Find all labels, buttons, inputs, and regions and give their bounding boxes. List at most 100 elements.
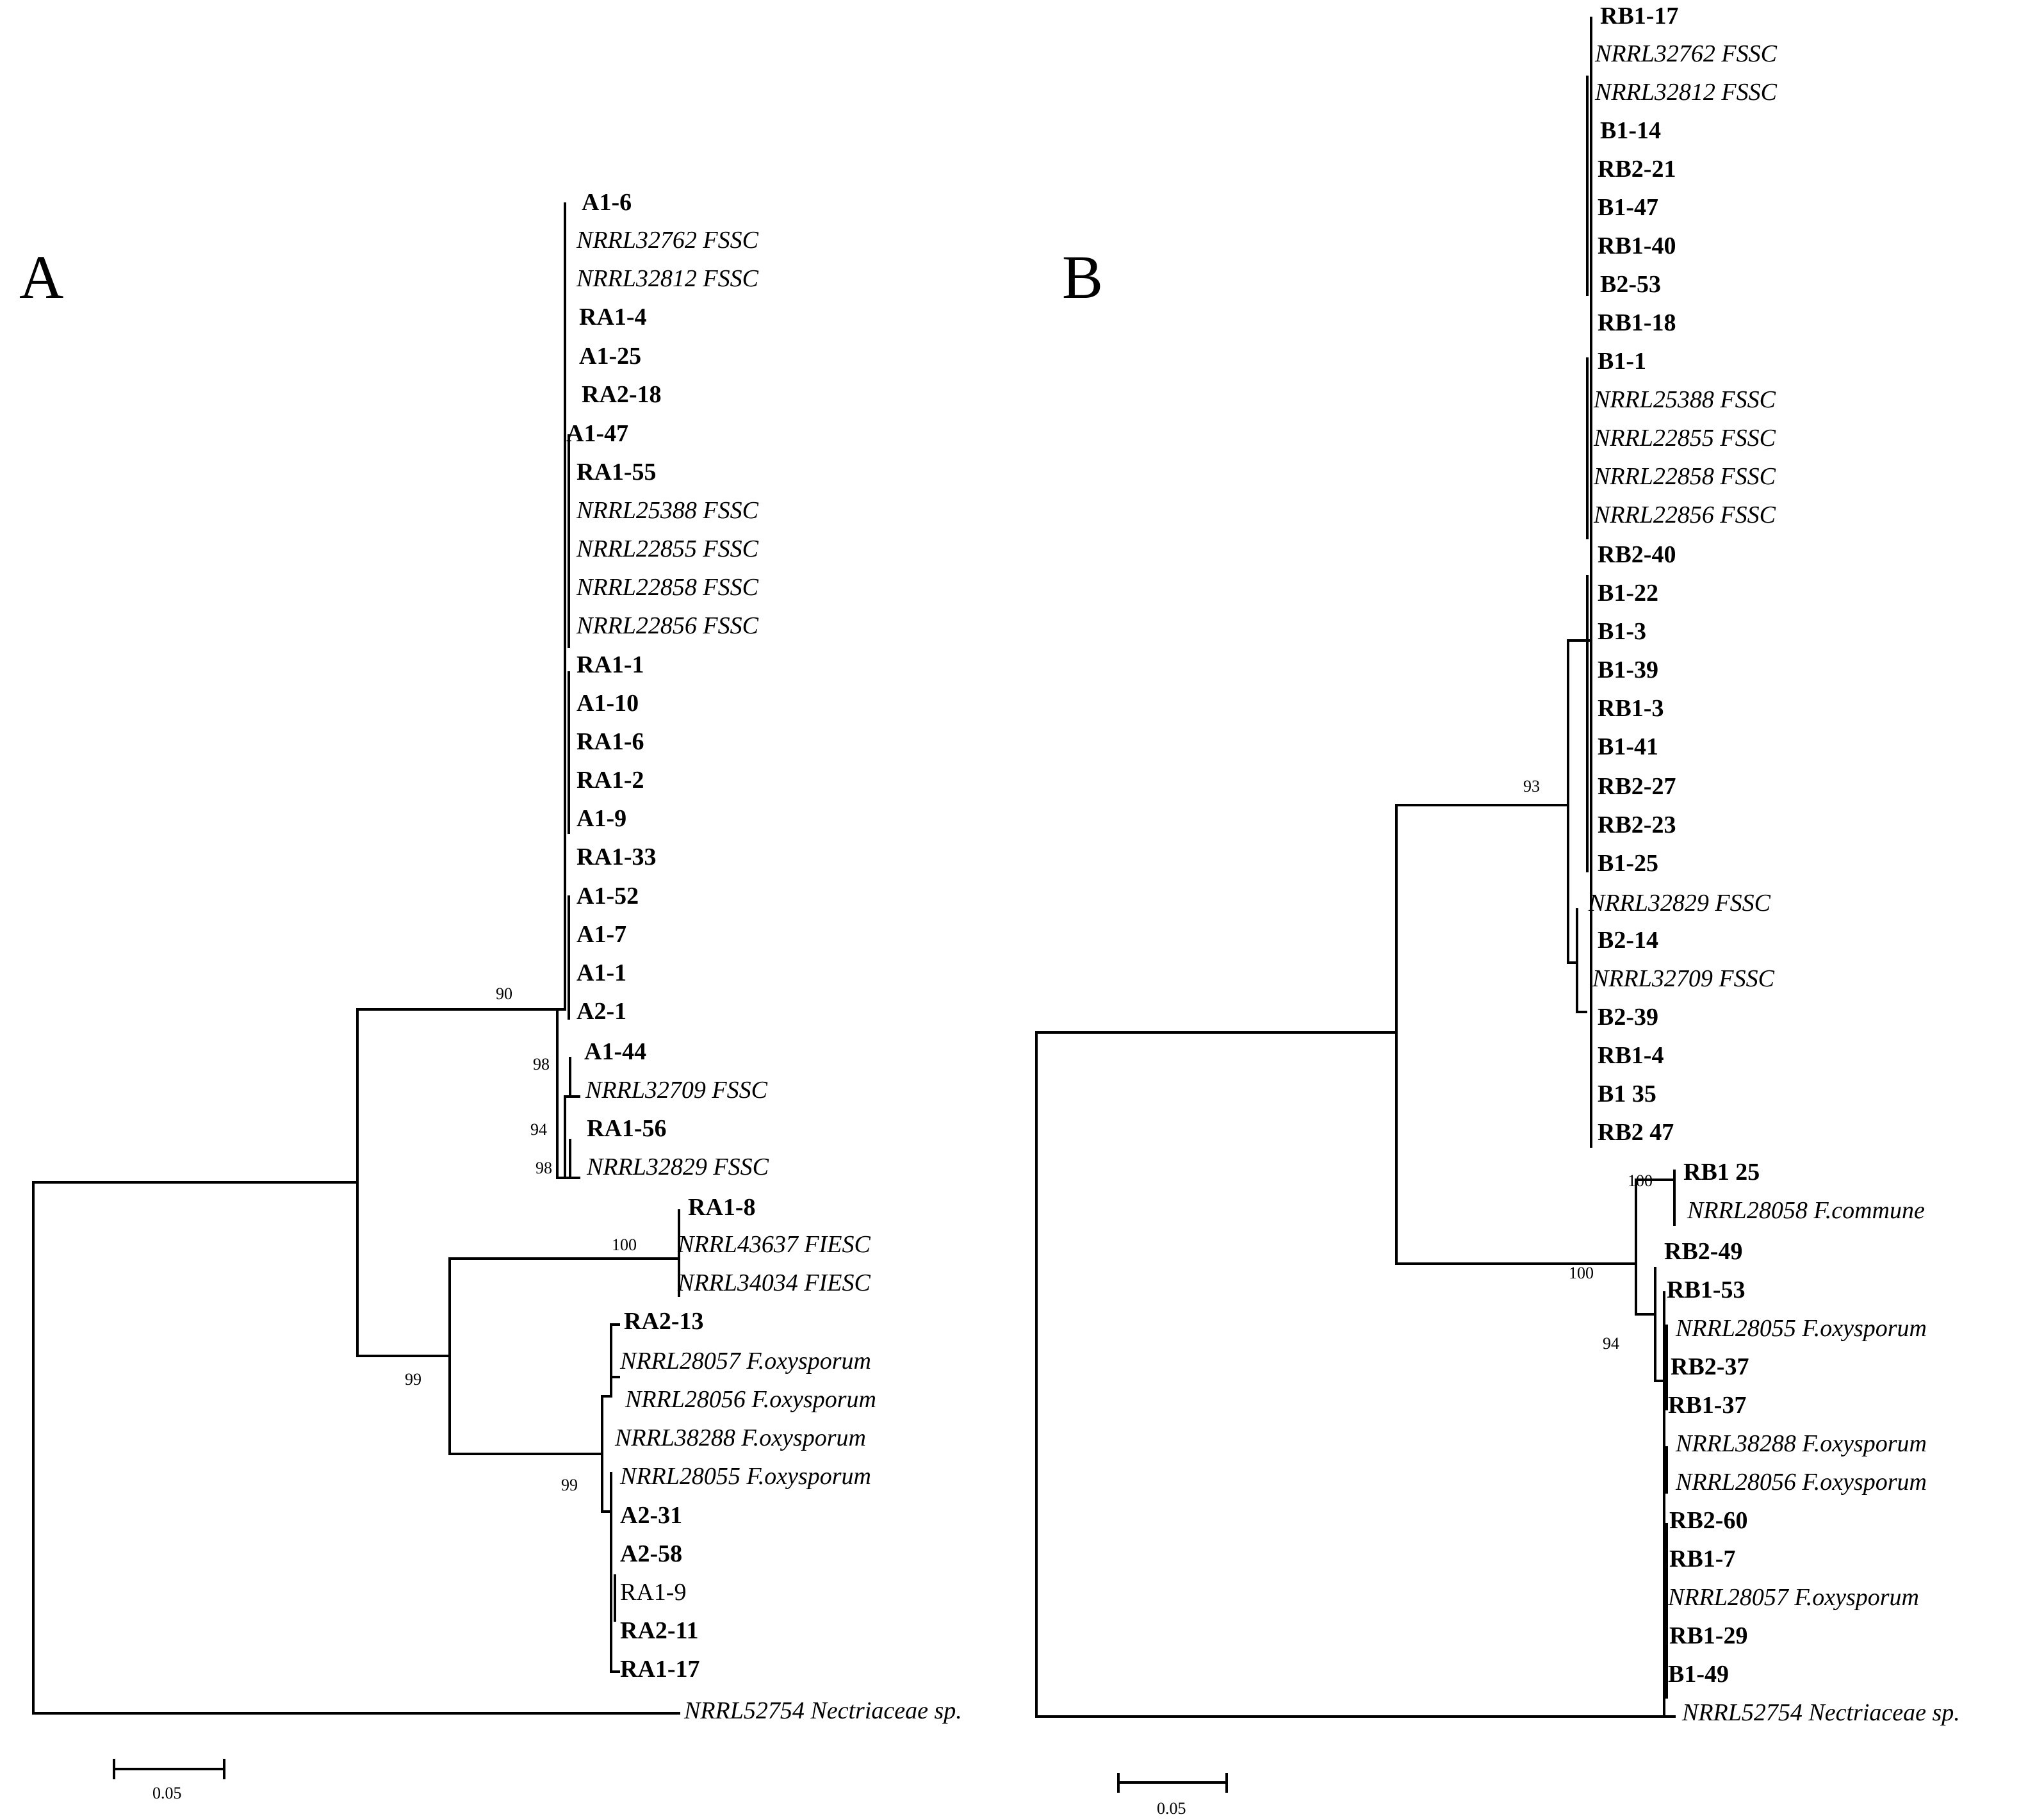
- tree-branch: [32, 1181, 680, 1715]
- leaf-label: B2-39: [1598, 1004, 1658, 1031]
- leaf-label: RA1-17: [620, 1656, 700, 1683]
- panel-a-scale-bar: 0.05: [113, 1759, 225, 1802]
- leaf-label: A2-31: [620, 1502, 682, 1529]
- leaf-label: NRRL32762 FSSC: [1594, 40, 1778, 67]
- leaf-label: RB1-37: [1668, 1392, 1746, 1419]
- leaf-label: B1-47: [1598, 194, 1658, 221]
- leaf-label: NRRL32829 FSSC: [586, 1154, 769, 1180]
- bootstrap-value: 98: [533, 1055, 550, 1073]
- leaf-label: A1-44: [584, 1038, 646, 1065]
- leaf-label: RB1-3: [1598, 695, 1664, 722]
- panel-b-bootstrap-values: 93 100 100 94: [1523, 777, 1653, 1353]
- leaf-label: NRRL28055 F.oxysporum: [619, 1463, 871, 1490]
- leaf-label: RB1-18: [1598, 309, 1676, 336]
- tree-branch: [556, 1008, 566, 1179]
- panel-a-label: A: [19, 243, 63, 311]
- panel-a-branches: [32, 202, 680, 1715]
- leaf-label: RB2-37: [1671, 1353, 1749, 1380]
- leaf-label: A1-52: [576, 883, 639, 910]
- bootstrap-value: 100: [1569, 1264, 1594, 1282]
- tree-branch: [569, 1057, 580, 1098]
- leaf-label: A2-1: [576, 998, 626, 1025]
- leaf-label: NRRL25388 FSSC: [1593, 386, 1776, 413]
- leaf-label: RB2 47: [1598, 1119, 1674, 1146]
- leaf-label: B1-49: [1668, 1661, 1729, 1688]
- leaf-label: A1-9: [576, 805, 626, 832]
- leaf-label: RA1-2: [576, 767, 644, 794]
- leaf-label: RB2-60: [1669, 1507, 1747, 1534]
- panel-a-leaf-labels: A1-6 NRRL32762 FSSC NRRL32812 FSSC RA1-4 A1-…: [566, 189, 962, 1724]
- leaf-label: RB2-49: [1664, 1238, 1742, 1265]
- leaf-label: RA1-55: [576, 459, 657, 485]
- leaf-label: RB1-29: [1669, 1622, 1747, 1649]
- leaf-label: NRRL32709 FSSC: [585, 1077, 768, 1104]
- leaf-label: RA2-13: [624, 1308, 704, 1335]
- leaf-label: NRRL32829 FSSC: [1588, 890, 1771, 917]
- leaf-label: RA1-9: [620, 1579, 686, 1606]
- leaf-label: B1-1: [1598, 348, 1646, 375]
- leaf-label: RA2-18: [582, 381, 662, 408]
- leaf-label: NRRL32709 FSSC: [1592, 965, 1775, 992]
- leaf-label: A1-47: [566, 420, 628, 447]
- bootstrap-value: 100: [612, 1236, 637, 1254]
- leaf-label: NRRL22855 FSSC: [1593, 425, 1776, 452]
- bootstrap-value: 93: [1523, 777, 1540, 795]
- leaf-label: B1-22: [1598, 580, 1658, 607]
- leaf-label: RB2-23: [1598, 812, 1676, 838]
- leaf-label: RB1-53: [1667, 1277, 1745, 1303]
- leaf-label: NRRL28055 F.oxysporum: [1675, 1315, 1927, 1342]
- leaf-label: NRRL38288 F.oxysporum: [614, 1424, 866, 1451]
- leaf-label: B1 35: [1598, 1081, 1656, 1107]
- leaf-label: NRRL34034 FIESC: [677, 1269, 871, 1296]
- leaf-label: A1-6: [582, 189, 632, 216]
- leaf-label: B1-25: [1598, 850, 1658, 877]
- scale-bar-line: [113, 1759, 225, 1779]
- leaf-label: B2-53: [1600, 271, 1661, 298]
- leaf-label: B1-39: [1598, 657, 1658, 683]
- leaf-label: NRRL28058 F.commune: [1687, 1197, 1925, 1224]
- leaf-label: RB2-40: [1598, 541, 1676, 568]
- leaf-label: B1-3: [1598, 618, 1646, 645]
- leaf-label: RB1-40: [1598, 232, 1676, 259]
- leaf-label: A1-25: [579, 343, 641, 370]
- leaf-label: RB1-7: [1669, 1546, 1735, 1572]
- leaf-label: RB1 25: [1683, 1159, 1760, 1186]
- leaf-label: NRRL28057 F.oxysporum: [1667, 1584, 1919, 1611]
- panel-b-leaf-labels: RB1-17 NRRL32762 FSSC NRRL32812 FSSC B1-14 R…: [1588, 3, 1960, 1726]
- panel-b: B RB1-17 NRRL32762 FSSC NRRL32812 FSSC B1-1…: [1035, 3, 1960, 1818]
- bootstrap-value: 100: [1628, 1171, 1653, 1190]
- leaf-label: NRRL22858 FSSC: [576, 574, 759, 601]
- leaf-label: NRRL22856 FSSC: [576, 612, 759, 639]
- leaf-label: NRRL22856 FSSC: [1593, 502, 1776, 528]
- leaf-label: NRRL43637 FIESC: [677, 1231, 871, 1258]
- leaf-label: RA1-4: [579, 304, 647, 330]
- leaf-label: A2-58: [620, 1540, 682, 1567]
- leaf-label: NRRL32762 FSSC: [576, 227, 759, 254]
- tree-branch: [1035, 1031, 1676, 1718]
- leaf-label: NRRL32812 FSSC: [576, 265, 759, 292]
- bootstrap-value: 99: [405, 1370, 421, 1389]
- leaf-label: NRRL52754 Nectriaceae sp.: [683, 1697, 962, 1724]
- panel-b-label: B: [1062, 243, 1103, 311]
- leaf-label: B1-14: [1600, 117, 1661, 144]
- leaf-label: B1-41: [1598, 733, 1658, 760]
- leaf-label: RA2-11: [620, 1617, 698, 1644]
- leaf-label: NRRL38288 F.oxysporum: [1675, 1430, 1927, 1457]
- leaf-label: RA1-8: [688, 1194, 756, 1221]
- leaf-label: RB1-17: [1600, 3, 1678, 29]
- leaf-label: NRRL28056 F.oxysporum: [625, 1386, 876, 1413]
- scale-bar-label: 0.05: [1157, 1799, 1186, 1818]
- leaf-label: RB2-27: [1598, 773, 1676, 800]
- leaf-label: NRRL32812 FSSC: [1594, 79, 1778, 106]
- bootstrap-value: 94: [530, 1120, 547, 1139]
- bootstrap-value: 90: [496, 984, 512, 1003]
- leaf-label: RA1-33: [576, 844, 657, 870]
- leaf-label: A1-1: [576, 959, 626, 986]
- leaf-label: NRRL25388 FSSC: [576, 497, 759, 524]
- bootstrap-value: 99: [561, 1476, 578, 1494]
- leaf-label: RA1-6: [576, 728, 644, 755]
- leaf-label: RB2-21: [1598, 156, 1676, 183]
- tree-branch: [1576, 908, 1587, 1013]
